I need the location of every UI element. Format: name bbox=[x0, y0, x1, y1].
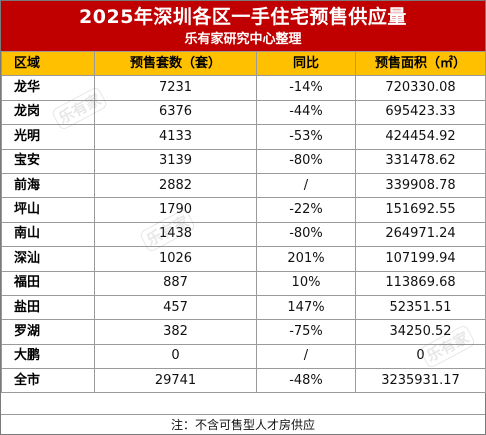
units-cell: 0 bbox=[94, 343, 257, 370]
footnote: 注：不含可售型人才房供应 bbox=[1, 414, 485, 435]
yoy-cell: 147% bbox=[256, 294, 356, 321]
area-cell: 151692.55 bbox=[355, 197, 486, 223]
column-header-units: 预售套数（套） bbox=[94, 50, 257, 77]
table-row: 坪山 1790 -22% 151692.55 bbox=[1, 197, 486, 223]
district-cell: 坪山 bbox=[1, 197, 95, 223]
units-cell: 4133 bbox=[94, 124, 257, 150]
area-cell: 264971.24 bbox=[355, 221, 486, 248]
table-row: 宝安 3139 -80% 331478.62 bbox=[1, 148, 486, 174]
area-cell: 107199.94 bbox=[355, 246, 486, 272]
district-cell: 龙岗 bbox=[1, 99, 95, 126]
yoy-cell: -22% bbox=[256, 197, 356, 223]
table-row: 福田 887 10% 113869.68 bbox=[1, 270, 486, 296]
area-cell: 3235931.17 bbox=[355, 368, 486, 394]
area-cell: 113869.68 bbox=[355, 270, 486, 296]
district-cell: 宝安 bbox=[1, 148, 95, 174]
district-cell: 福田 bbox=[1, 270, 95, 296]
units-cell: 1790 bbox=[94, 197, 257, 223]
yoy-cell: / bbox=[256, 172, 356, 199]
units-cell: 7231 bbox=[94, 75, 257, 101]
units-cell: 1026 bbox=[94, 246, 257, 272]
units-cell: 457 bbox=[94, 294, 257, 321]
table-row: 龙华 7231 -14% 720330.08 bbox=[1, 75, 486, 101]
yoy-cell: -75% bbox=[256, 319, 356, 345]
units-cell: 29741 bbox=[94, 368, 257, 394]
area-cell: 331478.62 bbox=[355, 148, 486, 174]
yoy-cell: -80% bbox=[256, 221, 356, 248]
yoy-cell: -53% bbox=[256, 124, 356, 150]
area-cell: 720330.08 bbox=[355, 75, 486, 101]
area-cell: 34250.52 bbox=[355, 319, 486, 345]
district-cell: 大鹏 bbox=[1, 343, 95, 370]
table-row: 罗湖 382 -75% 34250.52 bbox=[1, 319, 486, 345]
table-row: 盐田 457 147% 52351.51 bbox=[1, 294, 486, 321]
yoy-cell: -44% bbox=[256, 99, 356, 126]
area-cell: 0 bbox=[355, 343, 486, 370]
area-cell: 695423.33 bbox=[355, 99, 486, 126]
table-row: 光明 4133 -53% 424454.92 bbox=[1, 124, 486, 150]
table-row: 大鹏 0 / 0 bbox=[1, 343, 486, 370]
table-row: 前海 2882 / 339908.78 bbox=[1, 172, 486, 199]
yoy-cell: -14% bbox=[256, 75, 356, 101]
yoy-cell: 201% bbox=[256, 246, 356, 272]
presale-supply-table: 区域 预售套数（套） 同比 预售面积（㎡） 龙华 7231 -14% 72033… bbox=[1, 50, 486, 394]
column-header-district: 区域 bbox=[1, 50, 95, 77]
table-row: 南山 1438 -80% 264971.24 bbox=[1, 221, 486, 248]
units-cell: 382 bbox=[94, 319, 257, 345]
district-cell: 南山 bbox=[1, 221, 95, 248]
area-cell: 339908.78 bbox=[355, 172, 486, 199]
units-cell: 2882 bbox=[94, 172, 257, 199]
table-row: 龙岗 6376 -44% 695423.33 bbox=[1, 99, 486, 126]
district-cell: 龙华 bbox=[1, 75, 95, 101]
table-row: 深汕 1026 201% 107199.94 bbox=[1, 246, 486, 272]
area-cell: 424454.92 bbox=[355, 124, 486, 150]
column-header-area: 预售面积（㎡） bbox=[355, 50, 486, 77]
district-cell: 深汕 bbox=[1, 246, 95, 272]
units-cell: 887 bbox=[94, 270, 257, 296]
page-subtitle: 乐有家研究中心整理 bbox=[184, 32, 302, 47]
units-cell: 6376 bbox=[94, 99, 257, 126]
district-cell: 盐田 bbox=[1, 294, 95, 321]
column-header-yoy: 同比 bbox=[256, 50, 356, 77]
units-cell: 1438 bbox=[94, 221, 257, 248]
district-cell: 光明 bbox=[1, 124, 95, 150]
district-cell: 罗湖 bbox=[1, 319, 95, 345]
yoy-cell: 10% bbox=[256, 270, 356, 296]
units-cell: 3139 bbox=[94, 148, 257, 174]
district-cell: 全市 bbox=[1, 368, 95, 394]
page-title: 2025年深圳各区一手住宅预售供应量 bbox=[79, 6, 407, 28]
district-cell: 前海 bbox=[1, 172, 95, 199]
table-header-row: 区域 预售套数（套） 同比 预售面积（㎡） bbox=[1, 50, 486, 77]
title-band: 2025年深圳各区一手住宅预售供应量 乐有家研究中心整理 bbox=[1, 1, 485, 51]
yoy-cell: / bbox=[256, 343, 356, 370]
table-row-total: 全市 29741 -48% 3235931.17 bbox=[1, 368, 486, 394]
yoy-cell: -48% bbox=[256, 368, 356, 394]
area-cell: 52351.51 bbox=[355, 294, 486, 321]
yoy-cell: -80% bbox=[256, 148, 356, 174]
